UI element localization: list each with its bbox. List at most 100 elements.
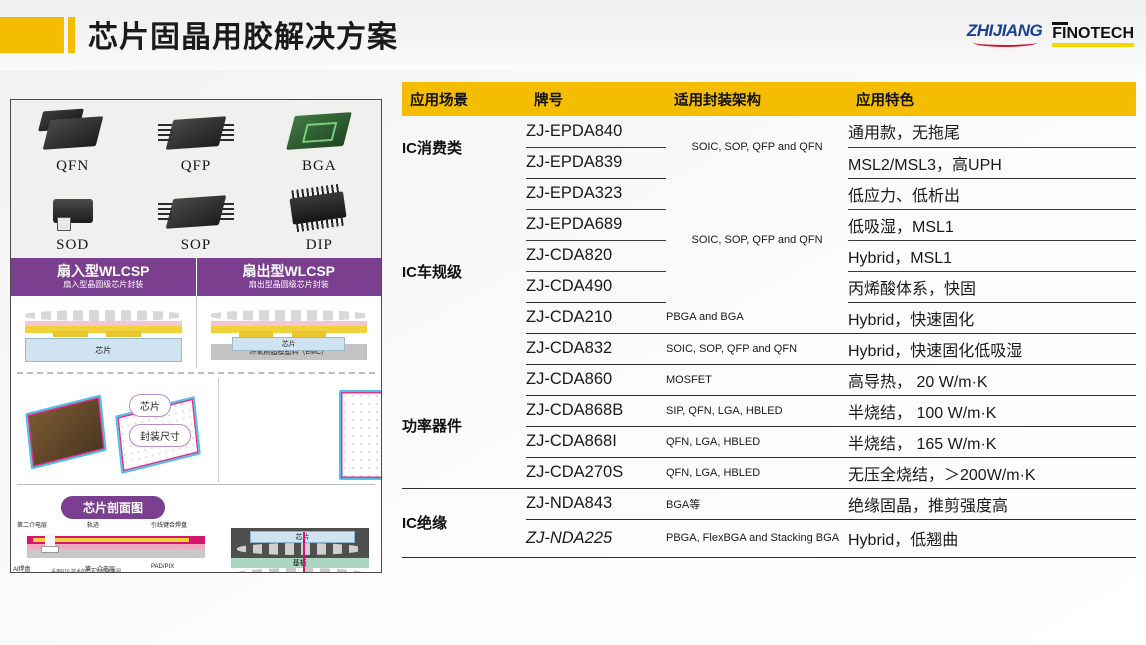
wlcsp-fanin-die: 芯片: [25, 338, 182, 362]
table-row: IC绝缘 ZJ-NDA843 BGA等 绝缘固晶，推剪强度高: [402, 488, 1136, 558]
wlcsp-fanin-diagram: 芯片: [11, 296, 197, 368]
cross-section-caption: 采用RDL技术的芯片剖面示意图: [51, 569, 122, 573]
finotech-logo: FINOTECH: [1052, 21, 1134, 47]
wlcsp-fanin-title: 扇入型WLCSP: [56, 263, 150, 279]
table-row: ZJ-CDA210 PBGA and BGA Hybrid，快速固化: [402, 302, 1136, 334]
cell-brand: ZJ-CDA860: [526, 364, 666, 396]
package-type-bga: BGA: [258, 100, 381, 179]
finotech-top-rule: [1052, 21, 1069, 25]
cell-feature: 丙烯酸体系，快固: [848, 271, 1136, 303]
package-type-sod: SOD: [11, 179, 134, 258]
package-type-grid: QFN QFP BGA SOD: [11, 100, 381, 258]
table-row: ZJ-CDA832 SOIC, SOP, QFP and QFN Hybrid，…: [402, 333, 1136, 365]
package-photo-row: 芯片 封装尺寸: [11, 378, 381, 482]
th-application-scenario: 应用场景: [402, 82, 526, 116]
die-layer-stack: [27, 532, 205, 562]
emc-label: 环氧树脂模塑料（EMC）: [249, 349, 329, 356]
th-application-feature: 应用特色: [848, 82, 1136, 116]
package-label: QFP: [180, 158, 212, 174]
die-cross-section-diagram: 第二介电层 轨迹 引线键合焊盘 Al焊盘 第一介电层 PAD/PIX 采用RDL…: [11, 520, 215, 573]
substrate-photo-3: [339, 390, 381, 480]
heat-flow-arrow-icon: [302, 532, 305, 572]
package-label: SOP: [180, 237, 212, 253]
wlcsp-fanin-subtitle: 扇入型晶圆级芯片封装: [63, 280, 144, 289]
cell-package: BGA等: [666, 488, 848, 520]
table-row: ZJ-CDA490 丙烯酸体系，快固: [402, 271, 1136, 303]
package-label: SOD: [56, 237, 90, 253]
table-row: IC车规级 ZJ-EPDA323 SOIC, SOP, QFP and QFN …: [402, 178, 1136, 281]
solder-balls: [210, 310, 367, 321]
cell-brand: ZJ-EPDA839: [526, 147, 666, 179]
page-title: 芯片固晶用胶解决方案: [88, 21, 398, 54]
cell-brand: ZJ-CDA820: [526, 240, 666, 272]
th-package-architecture: 适用封装架构: [666, 82, 848, 116]
cell-package: SIP, QFN, LGA, HBLED: [666, 395, 848, 427]
label-trace: 轨迹: [87, 523, 100, 529]
sod-chip-icon: [37, 187, 109, 235]
passivation-layer: [25, 321, 182, 328]
qfn-chip-icon: [37, 108, 109, 156]
cell-brand: ZJ-EPDA840: [526, 116, 666, 148]
cell-brand: ZJ-CDA210: [526, 302, 666, 334]
cell-feature: 半烧结， 100 W/m·K: [848, 395, 1136, 427]
inner-solder-balls: [236, 543, 363, 555]
label-pad-pix: PAD/PIX: [151, 564, 175, 570]
cell-feature: Hybrid，快速固化低吸湿: [848, 333, 1136, 365]
cell-brand: ZJ-NDA225: [526, 519, 666, 558]
cross-section-row: 第二介电层 轨迹 引线键合焊盘 Al焊盘 第一介电层 PAD/PIX 采用RDL…: [11, 520, 381, 573]
package-photos: [11, 378, 220, 482]
cell-package: PBGA and BGA: [666, 302, 848, 334]
cell-brand: ZJ-EPDA689: [526, 209, 666, 241]
rdl-layer: [25, 326, 182, 333]
cell-category: 功率器件: [402, 364, 526, 489]
solder-balls: [25, 310, 182, 321]
cell-category: IC绝缘: [402, 488, 526, 558]
callout-package-size: 封装尺寸: [129, 424, 191, 447]
panel-divider-dashed: [17, 372, 375, 374]
qfp-chip-icon: [157, 108, 234, 156]
wlcsp-fanout-header: 扇出型WLCSP 扇出型晶圆级芯片封装: [197, 258, 382, 296]
table-header-row: 应用场景 牌号 适用封装架构 应用特色: [402, 82, 1136, 116]
label-al-pad: Al焊盘: [13, 567, 31, 573]
cell-package: SOIC, SOP, QFP and QFN: [691, 234, 823, 246]
cell-brand: ZJ-NDA843: [526, 488, 666, 520]
finotech-bottom-rule: [1052, 42, 1134, 47]
label-wirebond-pad: 引线键合焊盘: [151, 523, 188, 529]
table-row: ZJ-NDA225 PBGA, FlexBGA and Stacking BGA…: [402, 519, 1136, 558]
wlcsp-fanin-header: 扇入型WLCSP 扇入型晶圆级芯片封装: [11, 258, 197, 296]
panel-divider-solid: [17, 484, 375, 485]
rdl-layer: [210, 326, 367, 333]
wlcsp-header-row: 扇入型WLCSP 扇入型晶圆级芯片封装 扇出型WLCSP 扇出型晶圆级芯片封装: [11, 258, 381, 296]
cell-feature: 通用款，无拖尾: [848, 116, 1136, 148]
cell-brand: ZJ-CDA270S: [526, 457, 666, 489]
title-accent-bar: [68, 17, 75, 53]
cell-brand: ZJ-EPDA323: [526, 178, 666, 210]
table-row: ZJ-CDA270S QFN, LGA, HBLED 无压全烧结，＞200W/m…: [402, 457, 1136, 489]
callout-chip: 芯片: [129, 394, 171, 417]
package-type-qfp: QFP: [134, 100, 257, 179]
th-brand: 牌号: [526, 82, 666, 116]
label-first-dielectric: 第一介电层: [85, 567, 116, 573]
package-type-dip: DIP: [258, 179, 381, 258]
cell-feature: 半烧结， 165 W/m·K: [848, 426, 1136, 458]
cell-category: IC车规级: [402, 263, 463, 281]
dip-chip-icon: [283, 187, 355, 235]
product-spec-table-container: 应用场景 牌号 适用封装架构 应用特色 IC消费类 ZJ-EPDA840 SOI…: [402, 82, 1136, 558]
packaging-illustration-panel: QFN QFP BGA SOD: [10, 99, 382, 573]
wlcsp-diagram-row: 芯片 芯片 环氧树脂模塑料（EMC）: [11, 296, 381, 368]
cell-brand: ZJ-CDA490: [526, 271, 666, 303]
cell-feature: Hybrid，低翘曲: [848, 519, 1136, 558]
outer-solder-balls: [234, 568, 365, 572]
substrate-block: 基板: [230, 558, 369, 568]
product-spec-table: 应用场景 牌号 适用封装架构 应用特色 IC消费类 ZJ-EPDA840 SOI…: [402, 82, 1136, 558]
table-row: 功率器件 ZJ-CDA860 MOSFET 高导热， 20 W/m·K: [402, 364, 1136, 489]
label-second-dielectric: 第二介电层: [17, 523, 48, 529]
cell-feature: 低吸湿，MSL1: [848, 209, 1136, 241]
table-row: IC消费类 ZJ-EPDA840 SOIC, SOP, QFP and QFN …: [402, 116, 1136, 157]
bga-chip-icon: [283, 108, 355, 156]
table-row: ZJ-EPDA839 MSL2/MSL3，高UPH: [402, 147, 1136, 179]
cell-brand: ZJ-CDA868I: [526, 426, 666, 458]
cell-feature: 高导热， 20 W/m·K: [848, 364, 1136, 396]
cell-package: SOIC, SOP, QFP and QFN: [691, 141, 823, 153]
package-label: BGA: [301, 158, 337, 174]
